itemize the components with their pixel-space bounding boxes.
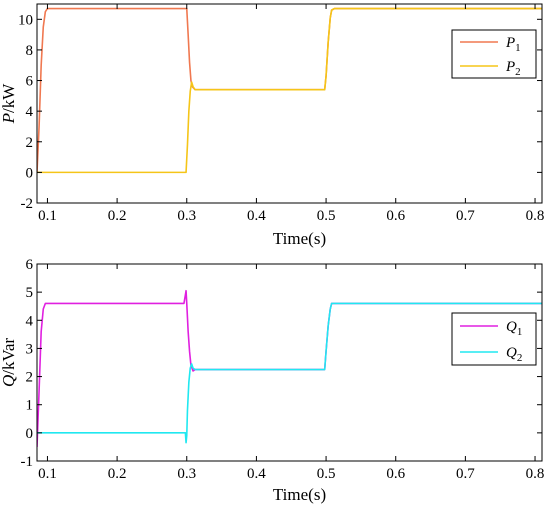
y-tick-label: 0 — [26, 426, 34, 442]
y-axis-label-unit: /kW — [0, 83, 18, 113]
y-tick-label: 3 — [26, 341, 34, 357]
x-tick-label: 0.5 — [317, 466, 336, 482]
y-tick-label: 2 — [26, 135, 34, 151]
x-tick-label: 0.1 — [38, 208, 57, 224]
plot-frame — [36, 263, 543, 462]
y-axis-label-symbol: Q — [0, 375, 18, 387]
y-tick-label: 10 — [18, 12, 33, 28]
y-tick-label: 8 — [26, 43, 34, 59]
y-axis-label-symbol: P — [0, 113, 18, 124]
y-tick-label: 6 — [26, 257, 34, 273]
y-axis-label: Q/kVar — [0, 338, 18, 387]
x-tick-label: 0.2 — [108, 208, 127, 224]
x-axis-label: Time(s) — [273, 485, 326, 504]
x-tick-label: 0.6 — [386, 466, 405, 482]
y-tick-label: -1 — [21, 454, 34, 470]
x-tick-label: 0.3 — [177, 466, 196, 482]
x-tick-label: 0.4 — [247, 208, 266, 224]
y-tick-label: 0 — [26, 165, 34, 181]
series-line-q2 — [37, 302, 542, 444]
x-tick-label: 0.5 — [317, 208, 336, 224]
x-tick-label: 0.3 — [177, 208, 196, 224]
y-axis-label-unit: /kVar — [0, 338, 18, 375]
x-tick-label: 0.6 — [386, 208, 405, 224]
y-tick-label: 4 — [26, 104, 34, 120]
plot-frame — [36, 3, 543, 204]
chart-2: 0.1 0.2 0.3 0.4 0.5 0.6 0.7 0.8 -1 0 1 2 3 4 5 6 Time(s)… — [0, 257, 544, 504]
legend-box — [451, 312, 537, 366]
y-tick-label: 4 — [26, 313, 34, 329]
legend-label-q1: Q1 — [506, 319, 522, 338]
y-tick-label: 1 — [26, 398, 34, 414]
series-line-p2 — [37, 7, 542, 174]
legend-label-p2: P2 — [505, 59, 521, 78]
y-tick-label: 2 — [26, 370, 34, 386]
x-tick-label: 0.7 — [456, 208, 475, 224]
legend-label-q2: Q2 — [506, 345, 522, 364]
y-tick-label: 5 — [26, 285, 34, 301]
x-tick-label: 0.8 — [526, 208, 545, 224]
legend-label-p1: P1 — [505, 35, 521, 54]
x-tick-label: 0.8 — [526, 466, 545, 482]
y-axis-label: P/kW — [0, 83, 18, 125]
x-tick-label: 0.1 — [38, 466, 57, 482]
y-tick-label: -2 — [21, 196, 34, 212]
y-tick-label: 6 — [26, 74, 34, 90]
x-tick-label: 0.2 — [108, 466, 127, 482]
x-tick-label: 0.4 — [247, 466, 266, 482]
legend-box — [451, 29, 537, 79]
chart-1: 0.1 0.2 0.3 0.4 0.5 0.6 0.7 0.8 -2 0 2 4 6 8 10 Time(s)… — [0, 3, 545, 248]
x-tick-label: 0.7 — [456, 466, 475, 482]
x-axis-label: Time(s) — [273, 229, 326, 248]
